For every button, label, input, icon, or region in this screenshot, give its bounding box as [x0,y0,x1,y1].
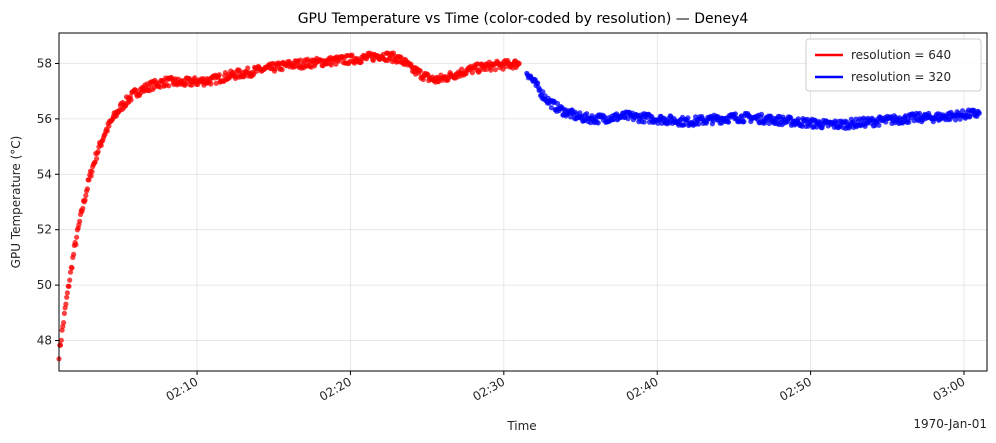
data-point [77,218,83,224]
data-point [349,52,355,58]
data-point [94,156,100,162]
data-point [71,251,77,257]
x-tick-label: 02:40 [624,374,661,403]
plot-frame [58,32,988,372]
data-point [685,115,691,121]
data-point [106,123,112,129]
data-point [67,269,74,275]
legend-box [805,38,982,92]
x-tick-label: 02:10 [164,374,201,403]
data-point [953,117,959,123]
y-tick-label: 54 [37,167,52,181]
x-tick-label: 03:00 [931,374,968,403]
data-point [84,186,90,192]
x-axis: 02:10 02:20 02:30 02:40 02:50 03:00 [164,371,968,404]
plot-area [56,50,982,362]
data-point [245,65,251,71]
data-point [66,283,72,289]
data-point [157,84,163,90]
data-point [89,169,95,175]
data-point [63,301,69,307]
data-point [64,290,70,296]
x-axis-label: Time [506,419,536,433]
data-point [584,111,590,117]
data-point [61,320,67,326]
data-point [535,80,541,86]
data-point [469,70,475,76]
legend: resolution = 640 resolution = 320 [805,38,982,92]
data-point [213,80,219,86]
data-point [610,116,617,123]
data-point [696,121,702,127]
y-tick-label: 58 [37,56,52,70]
data-point [74,234,80,240]
chart-title: GPU Temperature vs Time (color-coded by … [298,11,749,27]
data-point [459,66,465,72]
data-point [595,120,601,126]
y-tick-label: 48 [37,334,52,348]
data-point [417,68,423,74]
x-tick-label: 02:50 [777,374,814,403]
data-point [516,60,522,67]
data-point [540,89,546,95]
data-point [88,173,94,179]
data-point [758,111,765,117]
y-axis: 48 50 52 54 56 58 [37,56,59,348]
data-point [104,128,110,134]
data-point [208,81,214,87]
date-offset-label: 1970-Jan-01 [913,417,987,431]
data-point [58,337,64,343]
data-point [166,83,172,89]
data-point [795,116,801,122]
data-point [959,108,966,114]
data-point [799,123,805,129]
data-point [80,205,86,211]
series-2 [524,70,982,131]
data-point [192,75,198,81]
data-point [876,122,882,128]
y-tick-label: 52 [37,223,52,237]
data-point [492,67,498,73]
series-1 [56,50,522,362]
data-point [420,76,426,83]
data-point [741,119,747,125]
x-tick-label: 02:20 [317,374,354,403]
legend-entry: resolution = 320 [851,70,951,84]
data-point [95,149,101,155]
data-point [976,110,982,116]
data-point [906,119,912,125]
data-point [732,111,739,117]
data-point [370,57,376,64]
data-point [69,265,75,271]
x-tick-label: 02:30 [470,374,507,403]
data-point [61,310,67,316]
data-point [67,277,73,283]
data-point [128,97,134,103]
data-point [216,72,222,78]
data-point [916,110,923,116]
data-point [98,142,104,148]
legend-entry: resolution = 640 [851,48,951,62]
data-point [681,122,687,128]
data-point [86,177,92,183]
data-point [82,197,88,203]
data-point [548,105,555,111]
data-point [488,67,494,73]
data-point [73,242,79,248]
data-point [279,67,285,73]
data-point [83,192,89,199]
data-point [725,119,732,125]
y-tick-label: 50 [37,278,52,292]
data-point [641,119,647,125]
y-tick-label: 56 [37,112,52,126]
data-point [64,294,70,300]
y-axis-label: GPU Temperature (°C) [9,136,23,269]
